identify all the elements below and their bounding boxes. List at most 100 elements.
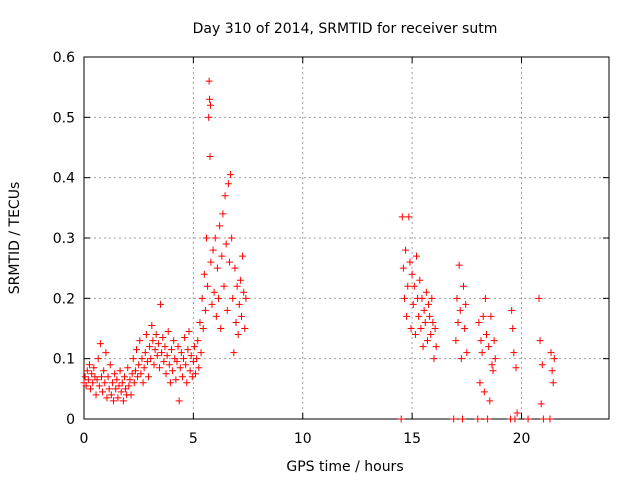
data-point <box>104 373 112 381</box>
data-point <box>100 367 108 375</box>
x-tick-label: 0 <box>80 431 89 447</box>
data-point <box>397 415 405 423</box>
data-point <box>404 282 412 290</box>
data-point <box>186 367 194 375</box>
data-point <box>206 101 214 109</box>
data-point <box>455 261 463 269</box>
data-point <box>428 294 436 302</box>
data-point <box>215 294 223 302</box>
data-point <box>227 171 235 179</box>
data-point <box>136 337 144 345</box>
data-point <box>155 364 163 372</box>
data-point <box>222 240 230 248</box>
data-point <box>204 282 212 290</box>
x-tick-label: 5 <box>189 431 198 447</box>
data-point <box>420 306 428 314</box>
data-points <box>80 77 558 423</box>
data-point <box>549 379 557 387</box>
data-point <box>485 343 493 351</box>
data-point <box>161 343 169 351</box>
data-point <box>126 376 134 384</box>
data-point <box>157 300 165 308</box>
data-point <box>408 270 416 278</box>
data-point <box>169 367 177 375</box>
data-point <box>402 246 410 254</box>
data-point <box>210 288 218 296</box>
y-tick-label: 0.1 <box>53 352 75 368</box>
data-point <box>192 370 200 378</box>
data-point <box>456 306 464 314</box>
data-point <box>188 373 196 381</box>
data-point <box>116 367 124 375</box>
data-point <box>85 361 93 369</box>
data-point <box>399 264 407 272</box>
data-point <box>491 355 499 363</box>
data-point <box>241 325 249 332</box>
x-tick-label: 20 <box>513 431 531 447</box>
data-point <box>113 376 121 384</box>
y-axis-label: SRMTID / TECUs <box>7 182 23 295</box>
data-point <box>181 334 189 342</box>
data-point <box>138 355 146 363</box>
y-tick-label: 0.6 <box>53 50 75 66</box>
data-point <box>122 385 130 393</box>
data-point <box>170 337 178 345</box>
data-point <box>427 331 435 339</box>
data-point <box>233 282 241 290</box>
chart-title: Day 310 of 2014, SRMTID for receiver sut… <box>193 21 498 37</box>
data-point <box>95 382 103 390</box>
data-point <box>193 355 201 363</box>
data-point <box>430 355 438 363</box>
data-point <box>229 294 237 302</box>
data-point <box>405 213 413 221</box>
data-point <box>137 370 145 378</box>
data-point <box>477 337 485 345</box>
x-tick-label: 15 <box>403 431 421 447</box>
data-point <box>537 400 545 408</box>
data-point <box>224 180 232 188</box>
data-point <box>230 349 238 357</box>
data-point <box>217 325 225 332</box>
data-point <box>489 367 497 375</box>
data-point <box>421 318 429 326</box>
data-point <box>547 349 555 357</box>
data-point <box>426 312 434 320</box>
data-point <box>550 355 558 363</box>
data-point <box>216 222 224 230</box>
data-point <box>145 373 153 381</box>
y-tick-labels: 0 0.1 0.2 0.3 0.4 0.5 0.6 <box>53 50 75 428</box>
x-axis-label: GPS time / hours <box>286 459 403 475</box>
data-point <box>200 270 208 278</box>
data-point <box>512 364 520 372</box>
data-point <box>163 352 171 360</box>
data-point <box>509 325 517 332</box>
data-point <box>119 397 127 405</box>
data-point <box>127 391 135 399</box>
data-point <box>87 385 95 393</box>
data-point <box>84 376 92 384</box>
data-point <box>197 349 205 357</box>
data-point <box>92 391 100 399</box>
data-point <box>153 352 161 360</box>
data-point <box>83 367 91 375</box>
data-point <box>452 337 460 345</box>
data-point <box>190 343 198 351</box>
data-point <box>129 355 137 363</box>
data-point <box>183 379 191 387</box>
data-point <box>108 379 116 387</box>
data-point <box>546 415 554 423</box>
data-point <box>231 264 239 272</box>
data-point <box>208 300 216 308</box>
data-point <box>510 349 518 357</box>
data-point <box>111 370 119 378</box>
data-point <box>228 234 236 242</box>
data-point <box>184 346 192 354</box>
data-point <box>198 294 206 302</box>
data-point <box>476 379 484 387</box>
y-tick-label: 0.5 <box>53 110 75 126</box>
data-point <box>398 213 406 221</box>
data-point <box>508 306 516 314</box>
grid <box>84 57 609 419</box>
data-point <box>419 343 427 351</box>
data-point <box>94 355 102 363</box>
